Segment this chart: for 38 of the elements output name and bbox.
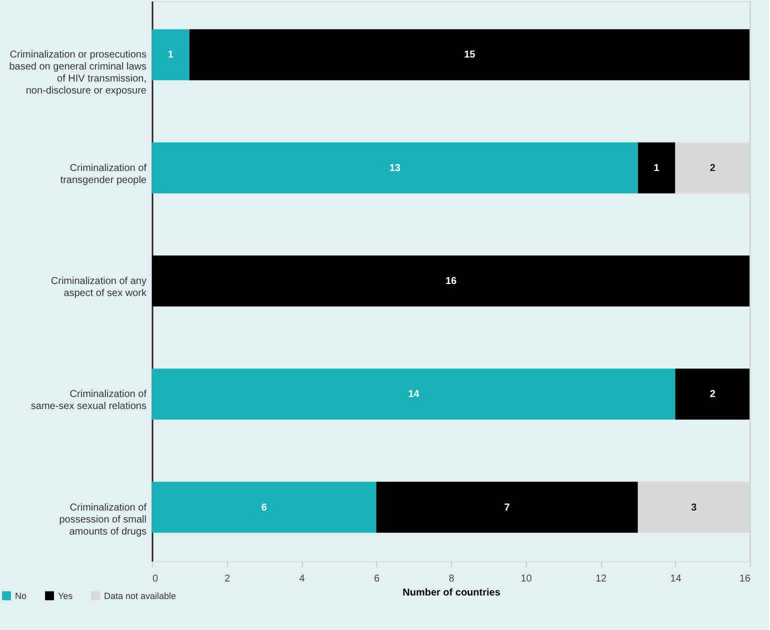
legend-label: No [15, 590, 27, 601]
data-label: 2 [710, 162, 716, 174]
y-tick-label: Criminalization of same-sex sexual relations [30, 389, 147, 412]
x-tick-label: 14 [670, 574, 682, 584]
data-label: 6 [261, 502, 268, 514]
y-tick-label: Criminalization of any aspect of sex work [50, 276, 148, 299]
data-label: 13 [389, 162, 401, 174]
data-label: 14 [408, 389, 420, 400]
data-label: 1 [168, 50, 174, 61]
y-tick-label: Criminalization of possession of small amounts of drugs [59, 502, 147, 538]
legend-label: Data not available [104, 590, 176, 601]
x-tick-label: 12 [595, 574, 607, 584]
y-tick-label: Criminalization or prosecutions based on general criminal laws of HIV transmission, non-disclosure or exposure [9, 50, 147, 97]
data-label: 2 [710, 389, 716, 400]
data-label: 7 [504, 502, 510, 514]
bar [152, 29, 190, 80]
data-label: 16 [445, 276, 457, 287]
bar [376, 482, 638, 533]
x-tick-label: 8 [448, 574, 455, 584]
y-tick-label: Criminalization of transgender people [60, 162, 147, 186]
x-tick-label: 10 [520, 574, 532, 584]
x-tick-label: 2 [224, 574, 230, 584]
bar [152, 256, 750, 306]
x-tick-label: 4 [299, 574, 306, 584]
bar [189, 29, 750, 80]
bar [638, 142, 676, 194]
x-tick-label: 16 [739, 574, 751, 584]
bar [152, 142, 638, 194]
x-tick-label: 6 [374, 574, 380, 584]
bar [152, 368, 676, 420]
data-label: 3 [691, 502, 698, 514]
data-label: 1 [654, 162, 660, 174]
data-label: 15 [464, 50, 476, 61]
bar [152, 482, 376, 533]
bar [675, 368, 750, 420]
legend-label: Yes [58, 590, 74, 601]
x-tick-label: 0 [152, 574, 158, 584]
x-axis-title: Number of countries [402, 588, 501, 598]
